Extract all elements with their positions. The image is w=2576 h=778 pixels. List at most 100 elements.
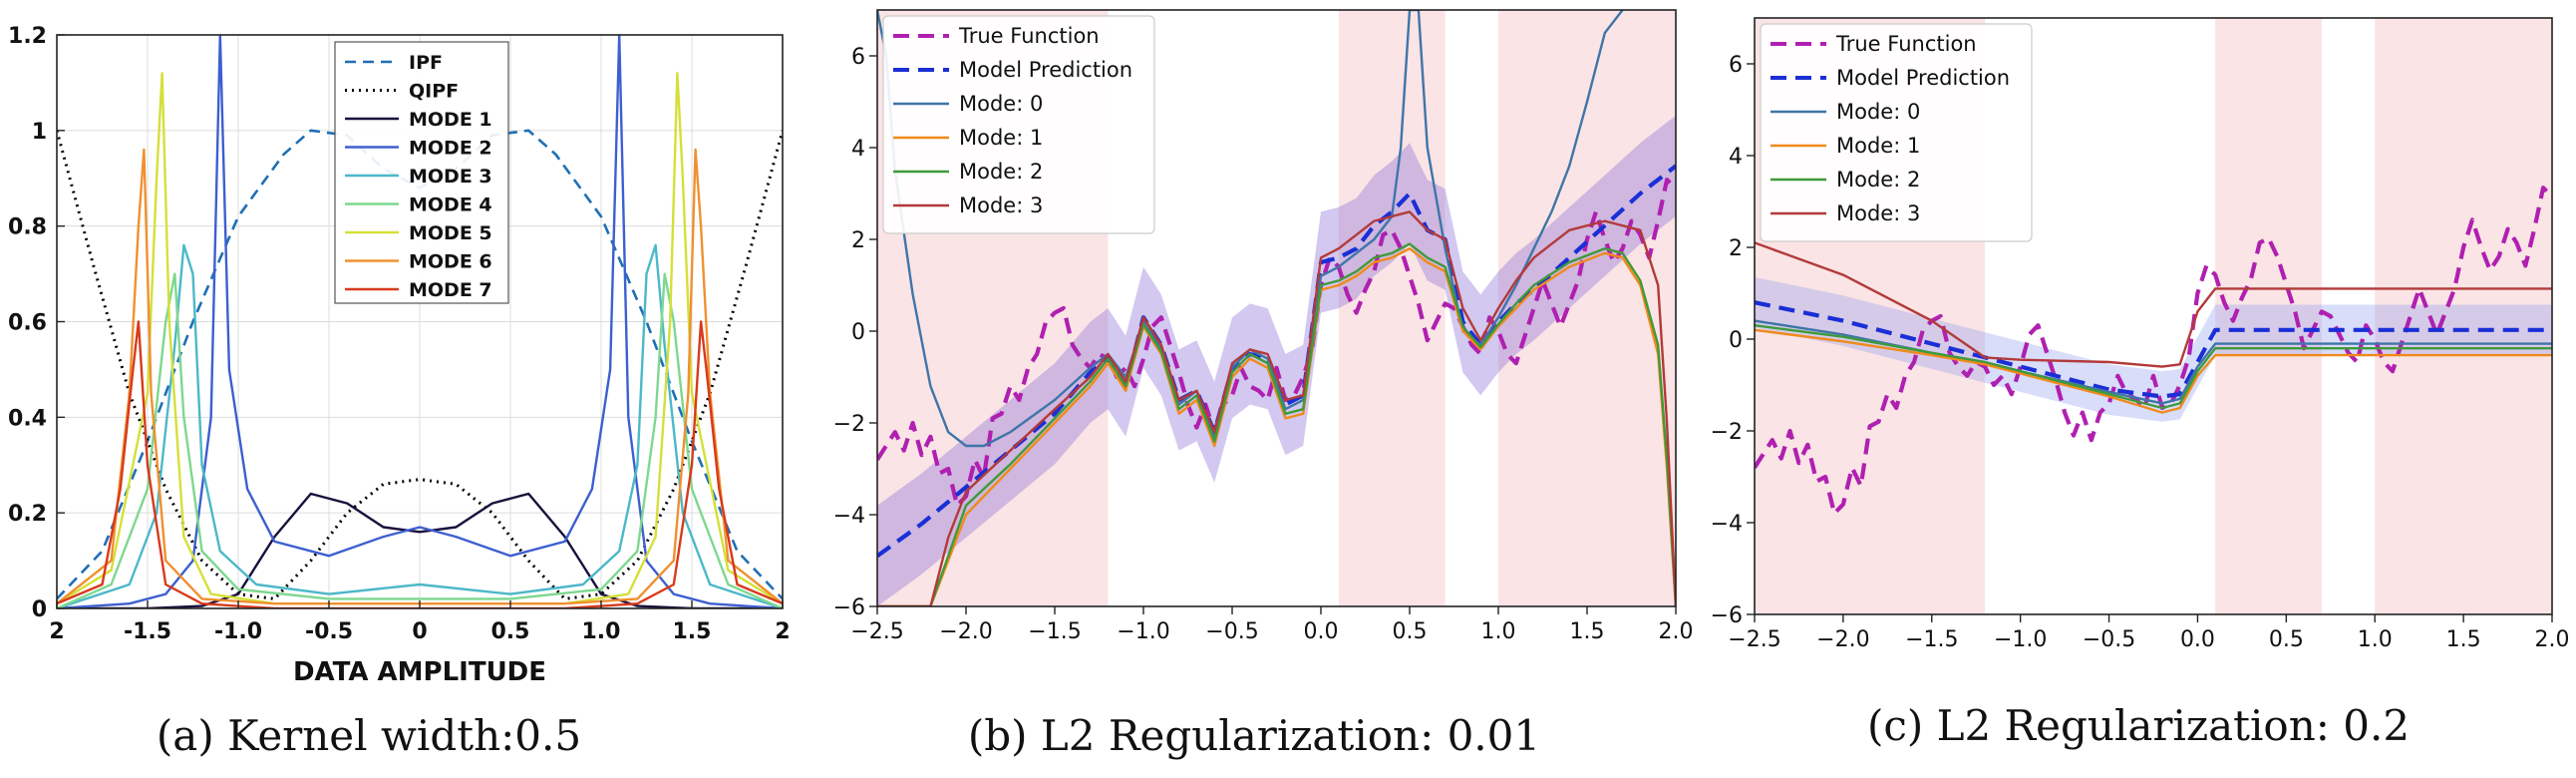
series-line-mode-1	[877, 246, 1676, 606]
legend-box	[334, 41, 509, 304]
y-tick-label: −2	[1711, 420, 1743, 445]
shaded-region	[1338, 10, 1446, 606]
legend-label: True Function	[1835, 32, 1977, 56]
y-tick-label: 2	[851, 228, 865, 253]
legend-label: Model Prediction	[959, 58, 1132, 82]
y-tick-label: −4	[833, 504, 865, 529]
x-tick-label: 0	[412, 619, 427, 644]
x-tick-label: −1.5	[1905, 627, 1958, 652]
y-tick-label: −6	[1711, 603, 1743, 628]
series-line-mode-3	[1755, 241, 2552, 368]
shaded-region	[2375, 18, 2552, 614]
series-line-model-prediction	[1755, 300, 2552, 399]
x-tick-label: -0.5	[305, 619, 353, 644]
x-tick-label: 2.0	[1659, 619, 1694, 644]
x-tick-label: −1.0	[1117, 619, 1169, 644]
y-tick-label: 0	[32, 597, 47, 622]
panel-caption: (c) L2 Regularization: 0.2	[1867, 701, 2410, 750]
x-tick-label: 1.0	[1481, 619, 1516, 644]
panel-caption: (b) L2 Regularization: 0.01	[968, 711, 1540, 760]
x-tick-label: -1.5	[124, 619, 171, 644]
x-tick-label: −1.5	[1028, 619, 1081, 644]
series-line-mode-2	[57, 35, 783, 608]
x-tick-label: 0.5	[2269, 627, 2304, 652]
x-tick-label: 1.0	[2358, 627, 2393, 652]
x-tick-label: 0.5	[491, 619, 530, 644]
plot-frame	[876, 9, 1677, 607]
legend-label: Mode: 3	[1836, 201, 1920, 225]
series-line-mode-2	[1755, 324, 2552, 410]
y-tick-label: 0.4	[8, 406, 47, 431]
y-tick-label: 0	[1729, 328, 1743, 353]
legend-label: MODE 5	[409, 222, 492, 244]
legend: True Function Model Prediction Mode: 0 Mode…	[1760, 23, 2033, 242]
x-tick-label: −2.0	[1816, 627, 1869, 652]
legend-label: MODE 3	[409, 166, 492, 188]
x-tick-label: -1.0	[214, 619, 262, 644]
legend: True Function Model Prediction Mode: 0 Mode…	[882, 15, 1155, 234]
legend-label: Model Prediction	[1836, 66, 2010, 90]
legend-label: Mode: 1	[1836, 134, 1920, 158]
x-tick-label: 0.5	[1393, 619, 1428, 644]
y-tick-label: 0.2	[8, 502, 47, 527]
plot-frame	[1754, 17, 2553, 615]
series-line-mode-2	[877, 242, 1676, 606]
legend-label: Mode: 3	[959, 194, 1043, 217]
series-line-mode-4	[57, 272, 783, 608]
legend-label: True Function	[958, 24, 1100, 48]
legend: IPF QIPF MODE 1 MODE 2 MODE 3 MODE 4 MODE 5 MOD…	[334, 41, 509, 304]
legend-label: Mode: 1	[959, 126, 1043, 150]
legend-box	[1760, 23, 2033, 242]
x-axis-label: DATA AMPLITUDE	[293, 657, 546, 687]
y-tick-label: 0.8	[8, 215, 47, 240]
legend-box	[882, 15, 1155, 234]
y-tick-label: 4	[851, 137, 865, 162]
x-tick-label: 1.5	[2446, 627, 2481, 652]
chart-panel-3: −2.5 −2.0 −1.5 −1.0 −0.5 0.0 0.5 1.0 1.5 2.0 −6 −4 −…	[1711, 17, 2570, 750]
y-tick-label: 1.2	[8, 24, 47, 49]
chart-panel-1: 2 -1.5 -1.0 -0.5 0 0.5 1.0 1.5 200.20.40.60.811.…	[8, 24, 791, 760]
x-tick-label: 1.5	[673, 619, 712, 644]
x-tick-label: 2	[49, 619, 64, 644]
x-tick-label: −2.0	[939, 619, 992, 644]
legend-label: MODE 1	[409, 109, 492, 131]
legend-label: Mode: 0	[1836, 100, 1920, 124]
panel-caption: (a) Kernel width:0.5	[157, 711, 581, 760]
legend-label: MODE 2	[409, 138, 492, 160]
y-tick-label: −4	[1711, 512, 1743, 537]
series-line-mode-1	[1755, 328, 2552, 414]
series-line-mode-7	[57, 320, 783, 608]
legend-label: QIPF	[409, 81, 459, 103]
x-tick-label: 2	[775, 619, 790, 644]
x-tick-label: −0.5	[2083, 627, 2135, 652]
chart-panel-2: −2.5 −2.0 −1.5 −1.0 −0.5 0.0 0.5 1.0 1.5 2.0 −6 −4 −…	[833, 9, 1694, 760]
legend-label: MODE 4	[409, 194, 492, 216]
legend-label: MODE 6	[409, 251, 492, 273]
series-line-true-function	[1755, 186, 2552, 516]
x-tick-label: −1.0	[1994, 627, 2047, 652]
y-tick-label: 1	[32, 120, 47, 145]
y-tick-label: 6	[1729, 53, 1743, 78]
x-tick-label: 1.5	[1570, 619, 1605, 644]
legend-label: Mode: 2	[1836, 168, 1920, 192]
x-tick-label: 0.0	[1304, 619, 1339, 644]
x-tick-label: −2.5	[1728, 627, 1780, 652]
x-tick-label: 0.0	[2180, 627, 2215, 652]
series-line-mode-0	[877, 10, 1624, 448]
y-tick-label: −6	[833, 595, 865, 620]
y-tick-label: 6	[851, 45, 865, 70]
legend-label: MODE 7	[409, 279, 492, 301]
x-tick-label: −2.5	[850, 619, 903, 644]
legend-label: Mode: 2	[959, 160, 1043, 184]
legend-label: Mode: 0	[959, 92, 1043, 116]
x-tick-label: −0.5	[1205, 619, 1258, 644]
legend-label: IPF	[409, 52, 443, 74]
x-tick-label: 2.0	[2535, 627, 2570, 652]
series-line-mode-1	[57, 492, 783, 608]
y-tick-label: 4	[1729, 145, 1743, 170]
y-tick-label: 0	[851, 320, 865, 345]
uncertainty-band	[877, 115, 1676, 606]
uncertainty-band	[1755, 276, 2552, 422]
y-tick-label: 0.6	[8, 311, 47, 336]
